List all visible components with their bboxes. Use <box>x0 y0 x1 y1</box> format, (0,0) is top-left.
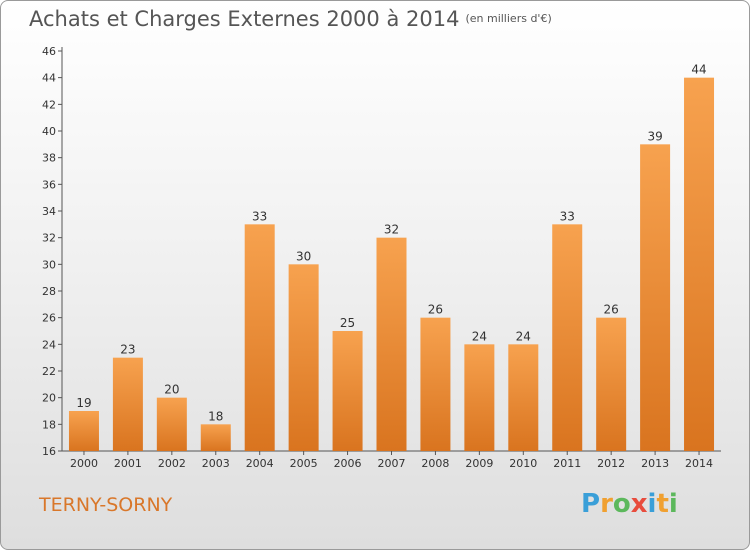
chart-title-text: Achats et Charges Externes 2000 à 2014 <box>29 7 460 31</box>
x-tick-label-2007: 2007 <box>378 457 406 470</box>
y-tick-label: 22 <box>42 365 56 378</box>
x-tick-label-2014: 2014 <box>685 457 713 470</box>
x-tick-label-2005: 2005 <box>290 457 318 470</box>
x-tick-label-2012: 2012 <box>597 457 625 470</box>
bar-2005 <box>288 264 319 451</box>
y-tick-label: 36 <box>42 178 56 191</box>
y-tick-label: 38 <box>42 152 56 165</box>
data-label-2014: 44 <box>691 63 706 77</box>
x-tick-label-2006: 2006 <box>334 457 362 470</box>
data-label-2010: 24 <box>516 329 531 343</box>
data-label-2002: 20 <box>164 383 179 397</box>
x-tick-label-2002: 2002 <box>158 457 186 470</box>
y-tick-label: 46 <box>42 45 56 58</box>
proxiti-logo: Proxiti <box>581 489 678 519</box>
bar-2009 <box>464 344 495 451</box>
logo-letter: x <box>630 489 648 519</box>
place-name: TERNY-SORNY <box>39 494 173 516</box>
logo-letter: t <box>656 489 669 519</box>
y-tick-label: 40 <box>42 125 56 138</box>
data-label-2004: 33 <box>252 209 267 223</box>
data-label-2005: 30 <box>296 249 311 263</box>
x-tick-label-2008: 2008 <box>421 457 449 470</box>
chart-title: Achats et Charges Externes 2000 à 2014 (e… <box>29 7 552 31</box>
data-label-2008: 26 <box>428 303 443 317</box>
logo-letter: i <box>647 489 657 519</box>
logo-letter: o <box>612 489 631 519</box>
y-tick-label: 34 <box>42 205 56 218</box>
bar-2008 <box>420 317 451 451</box>
x-tick-label-2011: 2011 <box>553 457 581 470</box>
y-tick-label: 28 <box>42 285 56 298</box>
chart-unit: (en milliers d'€) <box>465 12 552 25</box>
bar-2001 <box>112 357 143 451</box>
y-tick-label: 42 <box>42 98 56 111</box>
bar-2014 <box>684 77 715 452</box>
data-label-2006: 25 <box>340 316 355 330</box>
x-tick-label-2003: 2003 <box>202 457 230 470</box>
bar-2013 <box>640 144 671 452</box>
bar-2007 <box>376 237 407 451</box>
y-tick-label: 44 <box>42 72 56 85</box>
logo-letter: i <box>668 489 678 519</box>
data-label-2001: 23 <box>120 343 135 357</box>
y-tick-label: 30 <box>42 258 56 271</box>
y-tick-label: 32 <box>42 232 56 245</box>
bar-2006 <box>332 331 363 451</box>
bar-2000 <box>68 411 99 451</box>
bar-2002 <box>156 397 187 451</box>
bar-2004 <box>244 224 275 451</box>
data-label-2009: 24 <box>472 329 487 343</box>
x-tick-label-2010: 2010 <box>509 457 537 470</box>
logo-letter: r <box>600 489 613 519</box>
bar-2011 <box>552 224 583 451</box>
data-label-2000: 19 <box>76 396 91 410</box>
x-tick-label-2000: 2000 <box>70 457 98 470</box>
data-label-2007: 32 <box>384 223 399 237</box>
data-label-2003: 18 <box>208 409 223 423</box>
x-tick-label-2013: 2013 <box>641 457 669 470</box>
logo-letter: P <box>581 489 601 519</box>
x-tick-label-2004: 2004 <box>246 457 274 470</box>
x-tick-label-2009: 2009 <box>465 457 493 470</box>
bar-2010 <box>508 344 539 451</box>
bar-2003 <box>200 424 231 451</box>
y-tick-label: 18 <box>42 418 56 431</box>
data-label-2012: 26 <box>604 303 619 317</box>
data-label-2013: 39 <box>647 129 662 143</box>
y-tick-label: 24 <box>42 338 56 351</box>
y-tick-label: 16 <box>42 445 56 458</box>
x-tick-label-2001: 2001 <box>114 457 142 470</box>
bar-2012 <box>596 317 627 451</box>
data-label-2011: 33 <box>560 209 575 223</box>
y-tick-label: 26 <box>42 312 56 325</box>
y-tick-label: 20 <box>42 392 56 405</box>
